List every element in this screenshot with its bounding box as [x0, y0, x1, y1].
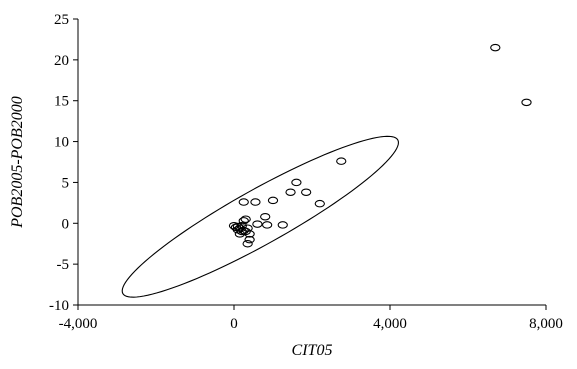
data-point: [285, 188, 296, 196]
data-point: [238, 226, 249, 235]
data-point: [521, 98, 532, 107]
data-point: [336, 157, 347, 165]
confidence-ellipse: [121, 135, 399, 298]
data-point: [267, 196, 279, 205]
y-ticks: -10 -5 0 5 10 15 20 25: [49, 12, 78, 314]
data-point: [242, 239, 253, 248]
data-point: [236, 221, 247, 230]
data-point: [238, 217, 249, 225]
data-point: [300, 188, 312, 196]
y-tick-label: 15: [54, 94, 69, 110]
data-point: [238, 198, 249, 206]
y-tick-label: 20: [54, 53, 69, 69]
x-ticks: -4,000 0 4,000 8,000: [59, 305, 563, 332]
x-tick-label: 4,000: [373, 316, 407, 332]
y-tick-label: -10: [49, 298, 69, 314]
y-tick-label: 5: [62, 175, 70, 191]
data-point: [490, 43, 501, 52]
data-point: [240, 227, 251, 236]
y-tick-label: 10: [54, 135, 69, 151]
data-point: [252, 220, 263, 228]
x-tick-label: 0: [230, 316, 238, 332]
data-point: [244, 235, 255, 244]
x-tick-label: 8,000: [529, 316, 563, 332]
x-tick-label: -4,000: [59, 316, 98, 332]
y-tick-label: 0: [62, 216, 70, 232]
y-tick-label: -5: [57, 257, 70, 273]
data-point: [291, 178, 302, 187]
data-point: [250, 198, 261, 206]
y-tick-label: 25: [54, 12, 69, 28]
y-axis-title: POB2005-POB2000: [9, 96, 26, 229]
data-points: [228, 43, 532, 248]
data-point: [240, 215, 251, 223]
data-point: [277, 221, 288, 229]
axes: [77, 19, 546, 306]
x-axis-title: CIT05: [292, 342, 333, 359]
data-point: [314, 199, 325, 208]
data-point: [261, 221, 273, 229]
data-point: [260, 212, 271, 221]
